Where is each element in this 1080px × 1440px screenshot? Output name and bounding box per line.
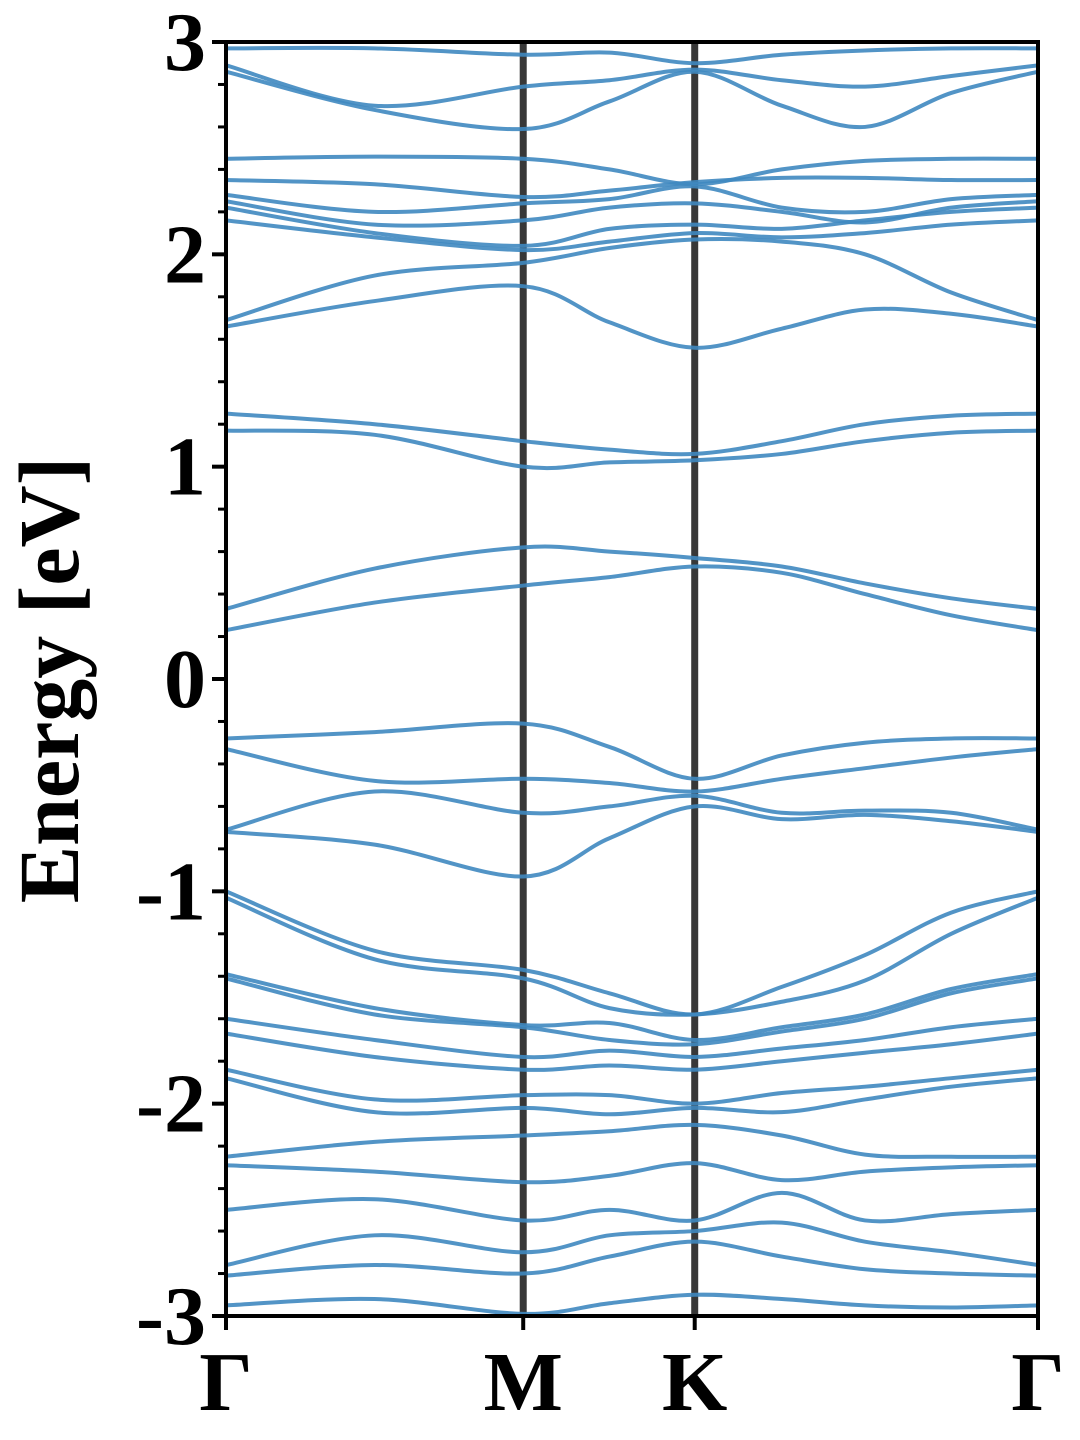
x-tick-label: Γ xyxy=(199,1336,252,1429)
band xyxy=(226,789,1038,832)
plot-frame xyxy=(224,40,1040,1318)
band xyxy=(226,283,1038,350)
band xyxy=(226,411,1038,457)
band xyxy=(226,199,1038,228)
band xyxy=(226,63,1038,109)
band xyxy=(226,1122,1038,1159)
y-tick-label: -3 xyxy=(136,1270,206,1363)
band xyxy=(226,1067,1038,1106)
x-tick-label: Γ xyxy=(1011,1336,1064,1429)
band xyxy=(226,803,1038,879)
band xyxy=(226,976,1038,1047)
band xyxy=(226,895,1038,1017)
band xyxy=(226,69,1038,132)
y-tick-label: 3 xyxy=(164,0,206,89)
band xyxy=(226,1239,1038,1278)
x-tick-label: M xyxy=(484,1336,563,1429)
band xyxy=(226,218,1038,253)
band xyxy=(226,544,1038,611)
y-tick-label: 2 xyxy=(164,208,206,301)
band xyxy=(226,1016,1038,1060)
band xyxy=(226,45,1038,66)
band xyxy=(226,1292,1038,1316)
band xyxy=(226,1076,1038,1117)
y-tick-label: 0 xyxy=(164,633,206,726)
band xyxy=(226,721,1038,781)
band xyxy=(226,747,1038,794)
band xyxy=(226,1161,1038,1185)
band xyxy=(226,1031,1038,1072)
x-tick-label: K xyxy=(662,1336,727,1429)
bands xyxy=(226,45,1038,1316)
band xyxy=(226,428,1038,471)
y-tick-label: -1 xyxy=(136,845,206,938)
band xyxy=(226,564,1038,633)
band xyxy=(226,1220,1038,1268)
band xyxy=(226,184,1038,215)
band xyxy=(226,1190,1038,1224)
y-tick-label: -2 xyxy=(136,1058,206,1151)
band xyxy=(226,154,1038,187)
band xyxy=(226,236,1038,323)
y-axis-label: Energy [eV] xyxy=(1,457,97,904)
band xyxy=(226,972,1038,1042)
y-tick-label: 1 xyxy=(164,421,206,514)
